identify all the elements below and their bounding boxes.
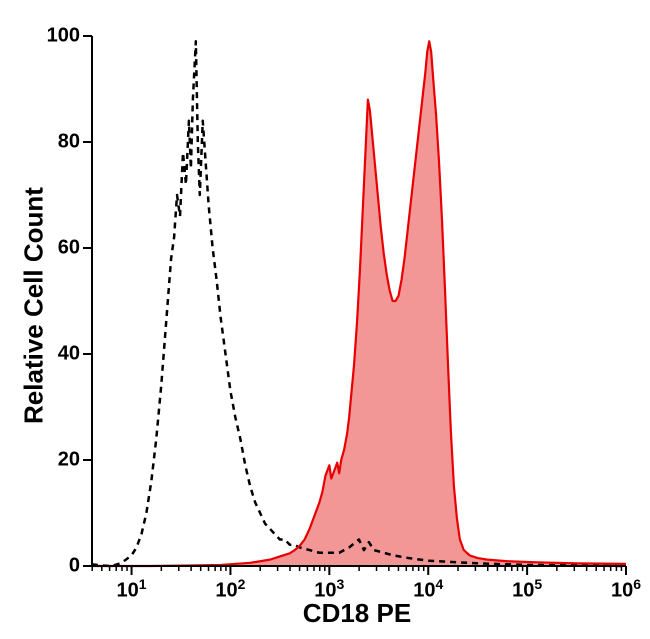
x-tick-label: 105 [512, 576, 542, 603]
y-tick-label: 0 [69, 555, 80, 578]
x-axis-title: CD18 PE [90, 598, 624, 629]
y-tick-label: 40 [58, 343, 80, 366]
y-axis-title: Relative Cell Count [19, 166, 50, 446]
flow-cytometry-histogram: Relative Cell Count CD18 PE 0 20 40 60 80 100… [0, 0, 650, 639]
plot-area [92, 36, 626, 566]
x-tick-label: 106 [611, 576, 641, 603]
x-tick-label: 101 [117, 576, 147, 603]
y-tick-label: 80 [58, 131, 80, 154]
y-tick-label: 100 [47, 25, 80, 48]
x-tick-label: 103 [314, 576, 344, 603]
x-tick-label: 102 [215, 576, 245, 603]
y-tick-label: 60 [58, 237, 80, 260]
y-tick-label: 20 [58, 449, 80, 472]
x-tick-label: 104 [413, 576, 443, 603]
